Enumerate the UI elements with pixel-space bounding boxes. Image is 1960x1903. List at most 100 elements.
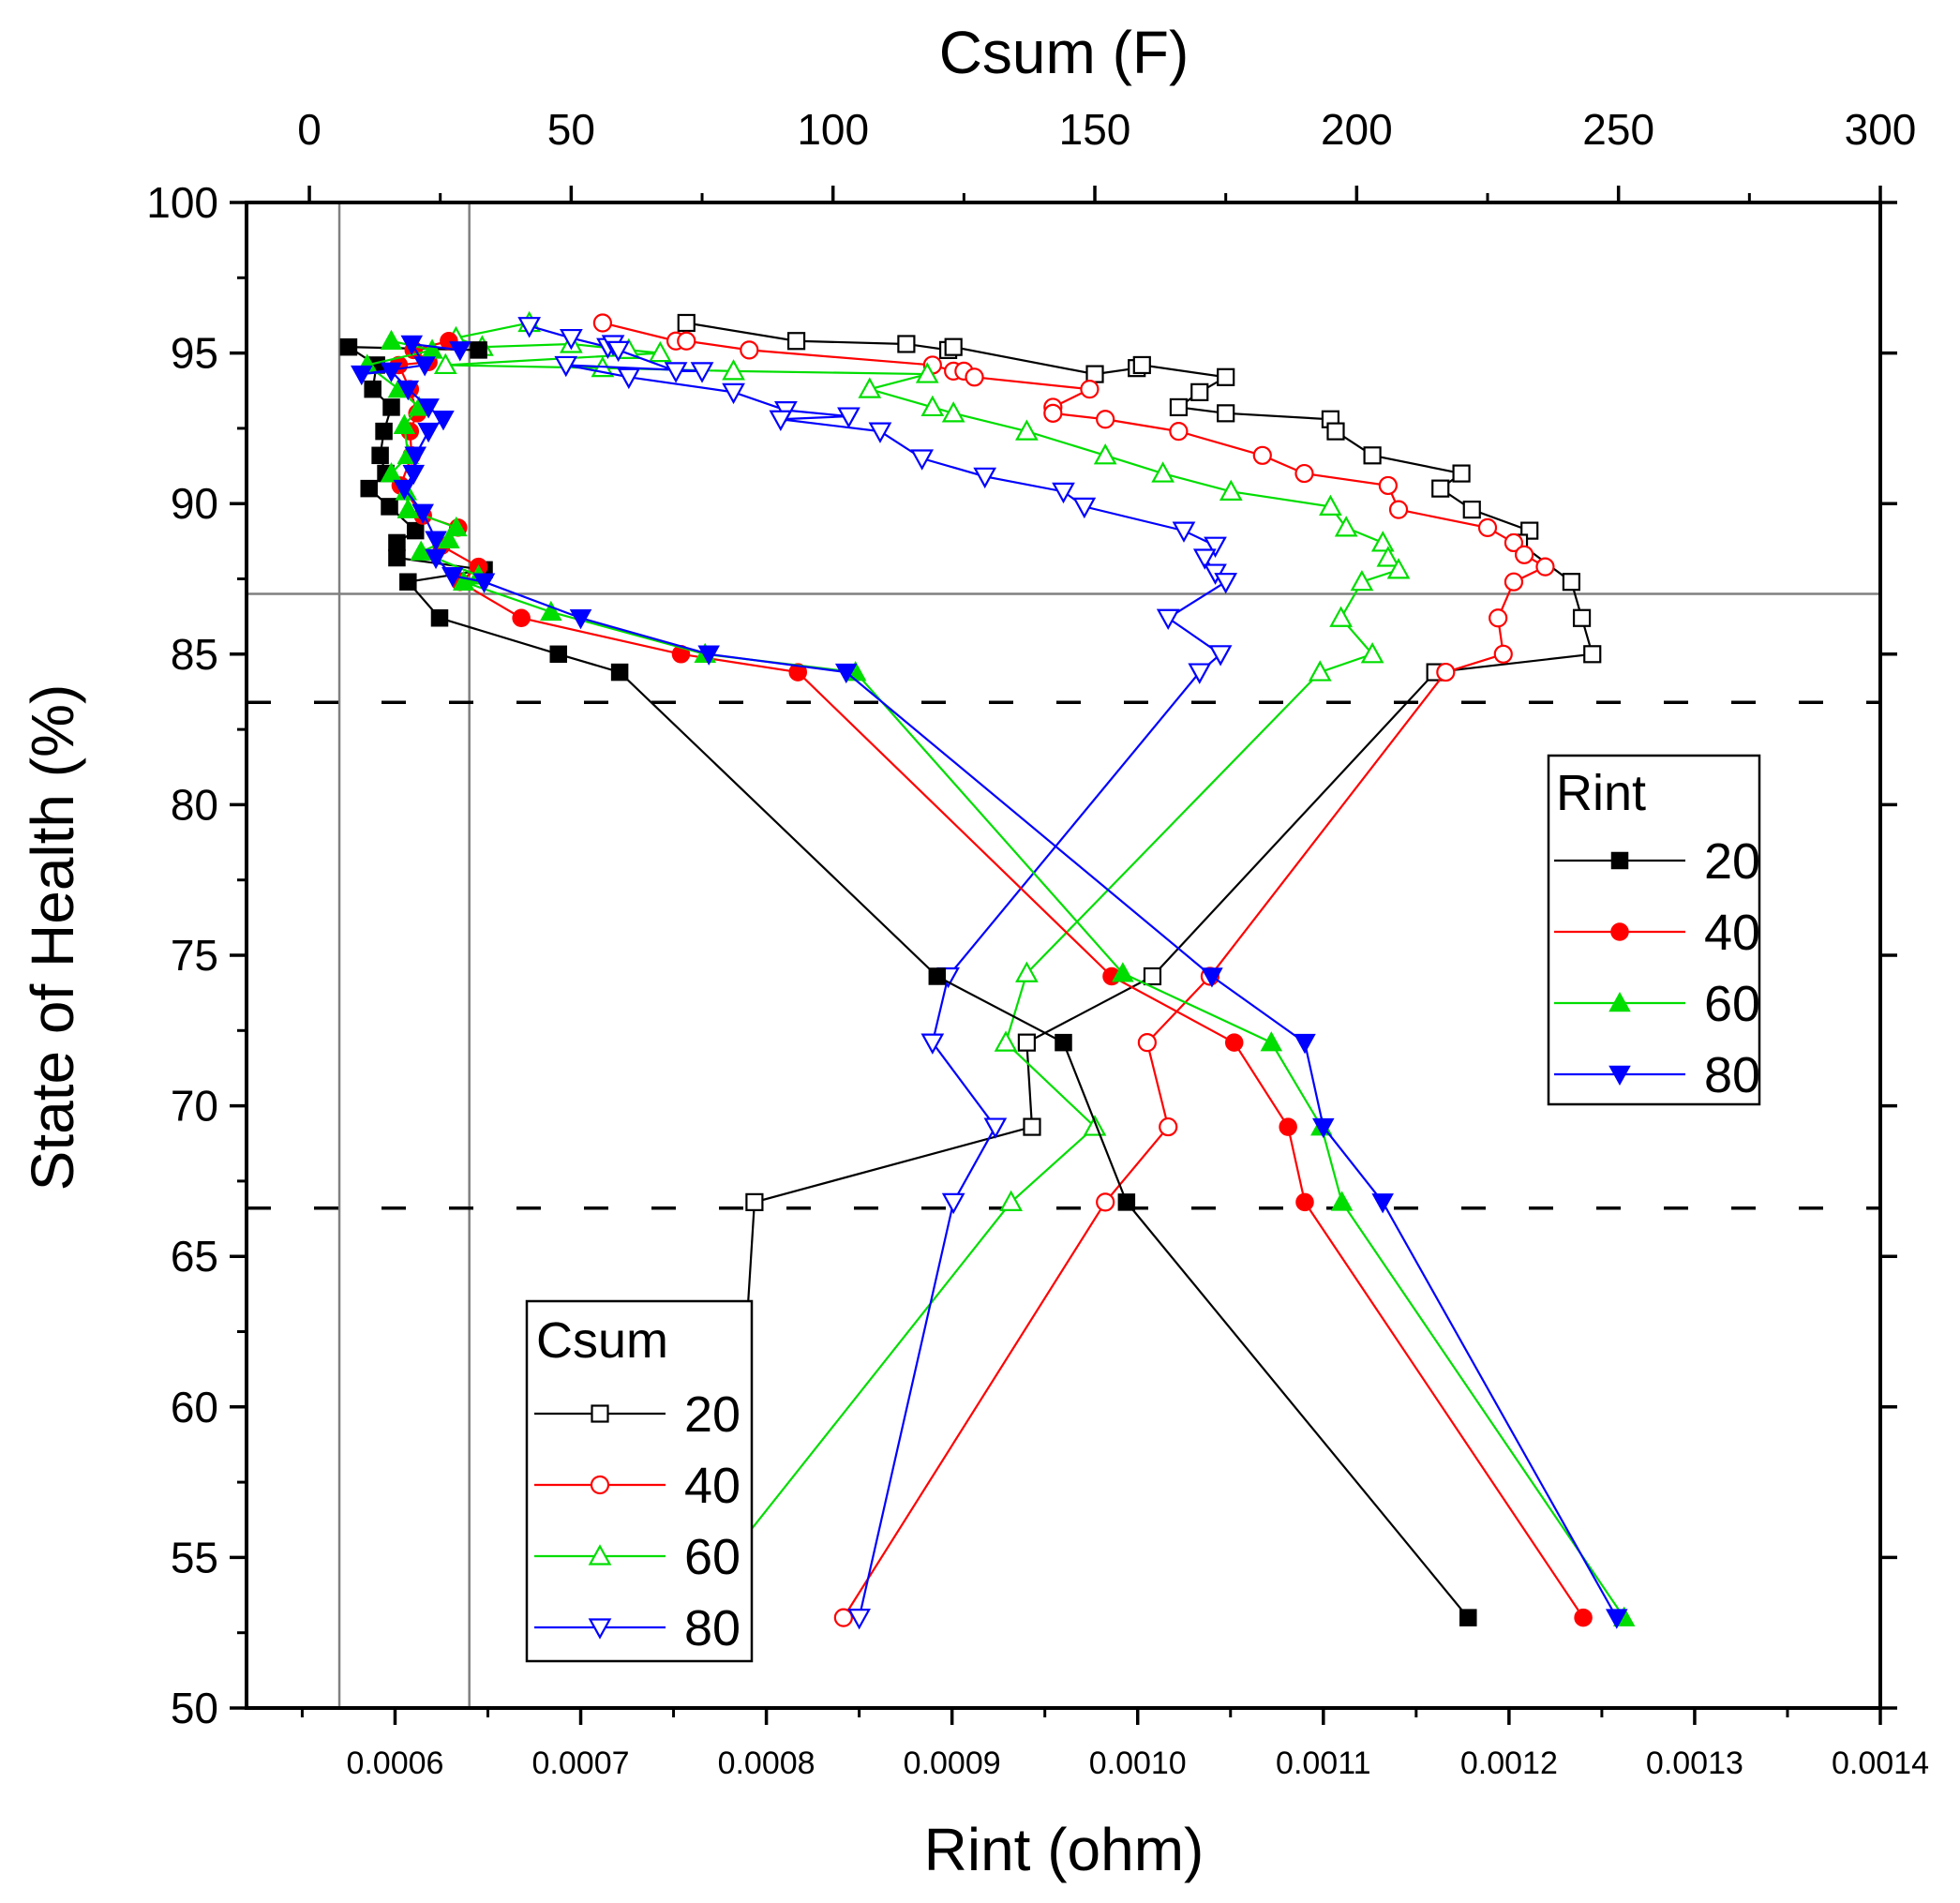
legend-rint-title: Rint <box>1556 765 1646 821</box>
rint-point-20 <box>399 573 417 591</box>
csum-legend-label-20: 20 <box>684 1386 741 1443</box>
csum-point-20 <box>1583 645 1602 664</box>
rint-point-80 <box>1294 1033 1316 1055</box>
y-tick-label: 55 <box>171 1533 218 1581</box>
csum-series-80 <box>517 317 1238 1630</box>
rint-point-20 <box>388 533 406 552</box>
y-tick-label: 90 <box>171 479 218 528</box>
rint-point-20 <box>1459 1609 1477 1626</box>
csum-point-40 <box>1294 463 1314 484</box>
csum-point-60 <box>1015 961 1039 982</box>
csum-point-40 <box>1043 403 1063 423</box>
rint-point-60 <box>380 329 403 351</box>
rint-legend-label-20: 20 <box>1704 833 1760 890</box>
csum-point-40 <box>1378 475 1398 496</box>
rint-point-60 <box>438 528 460 548</box>
rint-point-60 <box>393 413 416 434</box>
csum-point-40 <box>1252 445 1272 465</box>
csum-point-60 <box>1151 461 1175 483</box>
csum-point-20 <box>897 335 916 353</box>
rint-point-20 <box>371 446 389 465</box>
rint-point-20 <box>470 341 487 359</box>
x-tick-label-bottom: 0.0012 <box>1460 1746 1558 1781</box>
x-tick-label-bottom: 0.0011 <box>1276 1746 1370 1781</box>
rint-point-40 <box>788 663 808 682</box>
csum-point-80 <box>769 410 793 432</box>
rint-legend-label-60: 60 <box>1704 976 1760 1032</box>
csum-point-80 <box>554 355 578 378</box>
csum-point-80 <box>517 317 542 338</box>
rint-point-40 <box>1279 1117 1297 1136</box>
rint-legend-label-80: 80 <box>1704 1047 1760 1103</box>
csum-point-60 <box>1334 516 1358 537</box>
csum-series-40 <box>592 313 1555 1627</box>
csum-point-40 <box>1096 1192 1115 1212</box>
csum-point-80 <box>664 362 688 383</box>
rint-point-60 <box>1260 1031 1283 1052</box>
legend-csum-box <box>525 1299 754 1663</box>
rint-point-80 <box>834 663 858 684</box>
rint-point-80 <box>432 411 455 431</box>
x-tick-label-top: 300 <box>1845 105 1917 154</box>
csum-point-20 <box>1572 608 1592 627</box>
y-tick-label: 60 <box>171 1383 218 1431</box>
csum-point-60 <box>722 359 745 381</box>
csum-point-80 <box>1188 663 1212 684</box>
csum-legend-marker-60 <box>588 1544 612 1566</box>
csum-point-60 <box>994 1030 1018 1052</box>
rint-point-20 <box>388 548 406 567</box>
csum-point-40 <box>1504 572 1524 592</box>
x-axis-title-bottom: Rint (ohm) <box>924 1816 1204 1883</box>
csum-point-80 <box>1192 548 1217 570</box>
rint-point-80 <box>472 573 496 593</box>
rint-point-60 <box>380 462 403 483</box>
x-tick-label-bottom: 0.0014 <box>1832 1746 1929 1781</box>
rint-point-60 <box>396 498 420 518</box>
csum-point-60 <box>648 340 672 363</box>
csum-point-20 <box>1462 501 1481 519</box>
rint-point-80 <box>402 464 426 486</box>
csum-point-20 <box>1132 355 1151 375</box>
csum-point-80 <box>920 1033 945 1055</box>
csum-point-40 <box>1080 380 1100 399</box>
csum-point-20 <box>1363 446 1382 465</box>
rint-point-80 <box>417 422 440 443</box>
csum-legend-label-60: 60 <box>684 1529 741 1585</box>
rint-point-20 <box>364 380 382 398</box>
legend-rint: Rint 20 40 60 80 <box>1547 754 1761 1106</box>
csum-point-20 <box>1326 422 1345 441</box>
rint-point-40 <box>512 608 531 628</box>
y-tick-label: 50 <box>171 1684 218 1732</box>
csum-point-40 <box>1436 662 1456 682</box>
csum-point-40 <box>1535 557 1555 577</box>
csum-point-80 <box>1172 521 1196 543</box>
rint-legend-marker-60 <box>1608 991 1631 1012</box>
csum-point-20 <box>1217 367 1235 386</box>
csum-point-80 <box>1156 608 1180 631</box>
y-tick-label: 100 <box>146 178 218 227</box>
y-axis-title: State of Health (%) <box>19 684 86 1191</box>
rint-point-60 <box>445 516 468 537</box>
csum-point-60 <box>915 362 939 383</box>
csum-point-40 <box>1388 500 1409 519</box>
rint-point-60 <box>452 570 475 591</box>
csum-point-40 <box>833 1608 853 1627</box>
rint-legend-marker-80 <box>1608 1065 1631 1086</box>
csum-point-40 <box>592 313 612 333</box>
rint-point-20 <box>1055 1033 1072 1052</box>
rint-point-60 <box>540 600 562 622</box>
rint-legend-marker-40 <box>1610 922 1629 941</box>
rint-point-60 <box>1330 1191 1354 1211</box>
csum-point-40 <box>1169 422 1189 442</box>
x-tick-label-bottom: 0.0010 <box>1089 1746 1187 1781</box>
y-tick-label: 65 <box>171 1232 218 1281</box>
x-tick-label-top: 200 <box>1321 105 1393 154</box>
csum-point-60 <box>1386 558 1411 579</box>
csum-point-80 <box>910 449 935 471</box>
csum-point-80 <box>868 422 892 443</box>
csum-point-60 <box>1350 569 1374 592</box>
legend-csum-title: Csum <box>536 1312 668 1369</box>
rint-legend-label-40: 40 <box>1704 905 1760 961</box>
